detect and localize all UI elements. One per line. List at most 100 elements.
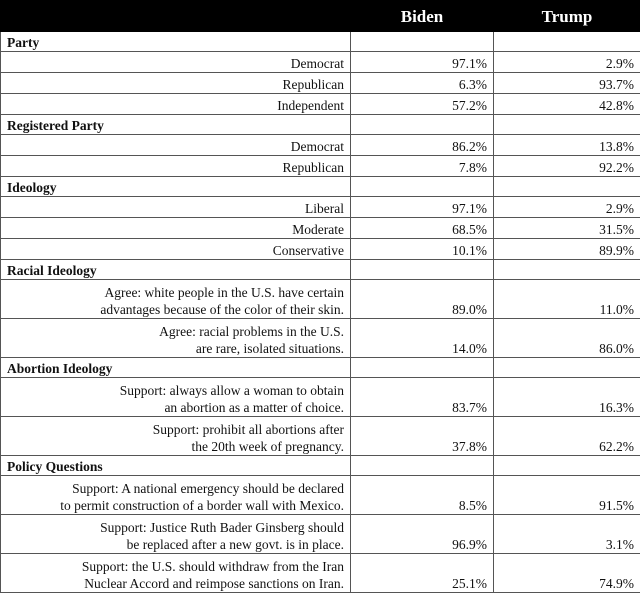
value-cell: 62.2% <box>493 416 640 456</box>
blank-cell <box>493 176 640 197</box>
data-row: Independent 57.2% 42.8% <box>0 93 640 115</box>
row-label: Independent <box>0 93 351 115</box>
value-cell: 3.1% <box>493 514 640 554</box>
row-label: Moderate <box>0 217 351 239</box>
value-cell: 31.5% <box>493 217 640 239</box>
value-cell: 10.1% <box>350 238 494 260</box>
row-label: Democrat <box>0 51 351 73</box>
blank-cell <box>493 357 640 378</box>
label-line: Support: the U.S. should withdraw from t… <box>81 559 344 574</box>
results-table: Biden Trump Party Democrat 97.1% 2.9% Republic… <box>0 0 640 593</box>
value-cell: 86.2% <box>350 134 494 156</box>
data-row: Support: Justice Ruth Bader Ginsberg sho… <box>0 514 640 554</box>
section-row: Registered Party <box>0 114 640 135</box>
data-row: Support: always allow a woman to obtain a… <box>0 377 640 417</box>
label-line: Democrat <box>290 139 344 154</box>
label-line: Independent <box>277 98 344 113</box>
value-cell: 68.5% <box>350 217 494 239</box>
row-label: Liberal <box>0 196 351 218</box>
blank-cell <box>350 31 494 52</box>
value-cell: 16.3% <box>493 377 640 417</box>
row-label: Democrat <box>0 134 351 156</box>
blank-cell <box>493 455 640 476</box>
section-title: Registered Party <box>0 114 351 135</box>
value-cell: 86.0% <box>493 318 640 358</box>
value-cell: 74.9% <box>493 553 640 593</box>
blank-cell <box>493 114 640 135</box>
label-line: Nuclear Accord and reimpose sanctions on… <box>84 576 344 591</box>
label-line: to permit construction of a border wall … <box>60 498 344 513</box>
value-cell: 13.8% <box>493 134 640 156</box>
section-row: Party <box>0 31 640 52</box>
section-row: Ideology <box>0 176 640 197</box>
column-header: Biden <box>350 0 494 32</box>
label-line: advantages because of the color of their… <box>100 302 344 317</box>
blank-cell <box>350 357 494 378</box>
value-cell: 57.2% <box>350 93 494 115</box>
label-line: Support: A national emergency should be … <box>72 481 344 496</box>
value-cell: 89.0% <box>350 279 494 319</box>
row-label: Support: the U.S. should withdraw from t… <box>0 553 351 593</box>
value-cell: 7.8% <box>350 155 494 177</box>
data-row: Conservative 10.1% 89.9% <box>0 238 640 260</box>
value-cell: 25.1% <box>350 553 494 593</box>
value-cell: 93.7% <box>493 72 640 94</box>
label-line: Agree: white people in the U.S. have cer… <box>104 285 344 300</box>
value-cell: 97.1% <box>350 51 494 73</box>
label-line: Liberal <box>305 201 344 216</box>
section-title: Abortion Ideology <box>0 357 351 378</box>
section-title: Party <box>0 31 351 52</box>
label-line: the 20th week of pregnancy. <box>191 439 344 454</box>
data-row: Republican 6.3% 93.7% <box>0 72 640 94</box>
value-cell: 37.8% <box>350 416 494 456</box>
data-row: Support: prohibit all abortions after the… <box>0 416 640 456</box>
data-row: Republican 7.8% 92.2% <box>0 155 640 177</box>
label-line: Republican <box>282 77 344 92</box>
section-row: Abortion Ideology <box>0 357 640 378</box>
blank-cell <box>493 259 640 280</box>
label-line: Republican <box>282 160 344 175</box>
row-label: Agree: white people in the U.S. have cer… <box>0 279 351 319</box>
blank-cell <box>350 114 494 135</box>
value-cell: 14.0% <box>350 318 494 358</box>
value-cell: 89.9% <box>493 238 640 260</box>
label-line: Moderate <box>292 222 344 237</box>
data-row: Agree: racial problems in the U.S. are ra… <box>0 318 640 358</box>
row-label: Republican <box>0 72 351 94</box>
value-cell: 8.5% <box>350 475 494 515</box>
data-row: Agree: white people in the U.S. have cer… <box>0 279 640 319</box>
blank-cell <box>493 31 640 52</box>
value-cell: 11.0% <box>493 279 640 319</box>
blank-cell <box>350 455 494 476</box>
data-row: Support: the U.S. should withdraw from t… <box>0 553 640 593</box>
row-label: Republican <box>0 155 351 177</box>
row-label: Support: always allow a woman to obtain a… <box>0 377 351 417</box>
row-label: Conservative <box>0 238 351 260</box>
label-line: be replaced after a new govt. is in plac… <box>126 537 344 552</box>
label-line: Support: prohibit all abortions after <box>152 422 344 437</box>
label-line: Democrat <box>290 56 344 71</box>
label-line: Agree: racial problems in the U.S. <box>159 324 344 339</box>
value-cell: 92.2% <box>493 155 640 177</box>
header-row: Biden Trump <box>0 0 640 32</box>
data-row: Democrat 86.2% 13.8% <box>0 134 640 156</box>
data-row: Moderate 68.5% 31.5% <box>0 217 640 239</box>
header-blank <box>0 0 351 32</box>
section-title: Policy Questions <box>0 455 351 476</box>
value-cell: 2.9% <box>493 51 640 73</box>
section-title: Racial Ideology <box>0 259 351 280</box>
label-line: Support: always allow a woman to obtain <box>119 383 344 398</box>
label-line: Conservative <box>272 243 344 258</box>
section-title: Ideology <box>0 176 351 197</box>
row-label: Agree: racial problems in the U.S. are ra… <box>0 318 351 358</box>
row-label: Support: Justice Ruth Bader Ginsberg sho… <box>0 514 351 554</box>
label-line: are rare, isolated situations. <box>195 341 344 356</box>
blank-cell <box>350 176 494 197</box>
label-line: an abortion as a matter of choice. <box>164 400 344 415</box>
value-cell: 91.5% <box>493 475 640 515</box>
data-row: Democrat 97.1% 2.9% <box>0 51 640 73</box>
value-cell: 6.3% <box>350 72 494 94</box>
row-label: Support: A national emergency should be … <box>0 475 351 515</box>
label-line: Support: Justice Ruth Bader Ginsberg sho… <box>100 520 344 535</box>
